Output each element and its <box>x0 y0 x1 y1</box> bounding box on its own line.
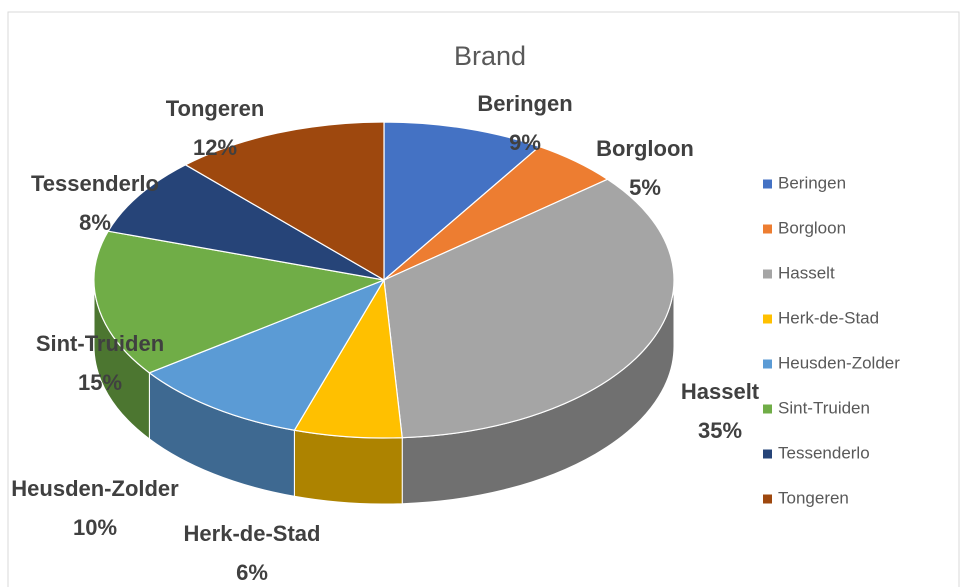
pie-slice <box>383 178 675 439</box>
pie-slice <box>383 121 541 282</box>
pie-sides <box>93 279 675 505</box>
data-label-name: Heusden-Zolder <box>11 476 179 501</box>
data-label-value: 12% <box>193 135 237 160</box>
legend-label: Herk-de-Stad <box>778 308 879 327</box>
data-label-name: Sint-Truiden <box>36 331 164 356</box>
data-label-name: Tessenderlo <box>31 171 159 196</box>
legend-swatch <box>763 359 772 369</box>
pie-slice <box>93 230 387 374</box>
data-label-value: 5% <box>629 175 661 200</box>
legend-label: Borgloon <box>778 218 846 237</box>
legend-label: Tongeren <box>778 488 849 507</box>
legend-swatch <box>763 269 772 279</box>
legend-swatch <box>763 494 772 504</box>
legend-swatch <box>763 224 772 234</box>
chart-title: Brand <box>454 41 526 71</box>
data-label-name: Borgloon <box>596 136 694 161</box>
pie-slice <box>107 164 385 281</box>
pie-slice <box>184 121 385 282</box>
data-label-name: Beringen <box>477 91 572 116</box>
pie-slice <box>148 278 386 431</box>
data-label-name: Tongeren <box>166 96 265 121</box>
legend-swatch <box>763 314 772 324</box>
legend-swatch <box>763 179 772 189</box>
pie-slice-side <box>293 429 403 505</box>
legend-label: Sint-Truiden <box>778 398 870 417</box>
data-label-name: Herk-de-Stad <box>184 521 321 546</box>
legend-swatch <box>763 449 772 459</box>
data-label-value: 35% <box>698 418 742 443</box>
data-label-name: Hasselt <box>681 379 760 404</box>
data-label-value: 15% <box>78 370 122 395</box>
data-label-value: 6% <box>236 560 268 585</box>
data-label-value: 8% <box>79 210 111 235</box>
legend-label: Heusden-Zolder <box>778 353 900 372</box>
legend-label: Tessenderlo <box>778 443 870 462</box>
data-label-value: 9% <box>509 130 541 155</box>
legend-swatch <box>763 404 772 414</box>
data-label-value: 10% <box>73 515 117 540</box>
legend-label: Hasselt <box>778 263 835 282</box>
pie-tops <box>93 121 675 439</box>
legend-label: Beringen <box>778 173 846 192</box>
